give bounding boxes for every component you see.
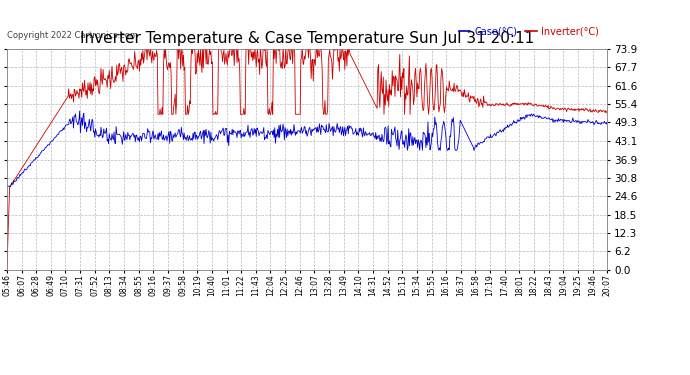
Legend: Case(°C), Inverter(°C): Case(°C), Inverter(°C) bbox=[455, 22, 602, 40]
Title: Inverter Temperature & Case Temperature Sun Jul 31 20:11: Inverter Temperature & Case Temperature … bbox=[80, 31, 534, 46]
Text: Copyright 2022 Cartronics.com: Copyright 2022 Cartronics.com bbox=[7, 31, 138, 40]
